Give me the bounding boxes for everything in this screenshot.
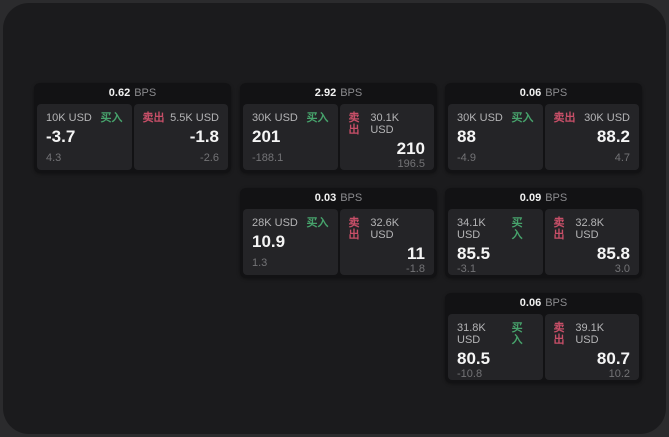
sell-label: 卖出 — [348, 112, 360, 136]
buy-price: -3.7 — [46, 127, 76, 146]
buy-panel[interactable]: 28K USD 买入 10.9 1.3 — [243, 209, 338, 275]
buy-label: 买入 — [306, 112, 329, 124]
buy-sub-value: 1.3 — [252, 257, 268, 269]
buy-panel[interactable]: 30K USD 买入 88 -4.9 — [448, 104, 543, 170]
sell-panel[interactable]: 卖出 32.6K USD 11 -1.8 — [339, 209, 434, 275]
bps-value: 0.62 — [108, 87, 131, 99]
buy-label: 买入 — [306, 217, 329, 229]
buy-notional-size: 30K USD — [252, 112, 298, 124]
card-body: 30K USD 买入 201 -188.1 卖出 30.1K USD 210 1… — [240, 104, 437, 170]
buy-sub-value: -3.1 — [457, 263, 476, 275]
buy-sub-value: -188.1 — [252, 152, 284, 164]
card-header: 0.62 BPS — [34, 83, 231, 104]
sell-price: 11 — [407, 244, 425, 263]
bps-unit: BPS — [545, 192, 568, 204]
quote-card: 0.09 BPS 34.1K USD 买入 85.5 -3.1 卖出 32.8K… — [445, 188, 642, 278]
quote-card: 0.06 BPS 31.8K USD 买入 80.5 -10.8 卖出 39.1… — [445, 293, 642, 383]
sell-sub-value: 4.7 — [614, 152, 630, 164]
sell-price: 80.7 — [596, 349, 630, 368]
sell-label: 卖出 — [553, 322, 565, 346]
sell-notional-size: 32.6K USD — [370, 217, 400, 241]
sell-price: 88.2 — [596, 127, 630, 146]
sell-notional-size: 30K USD — [584, 112, 630, 124]
bps-unit: BPS — [340, 87, 363, 99]
quote-card: 0.03 BPS 28K USD 买入 10.9 1.3 卖出 32.6K US… — [240, 188, 437, 278]
card-header: 0.03 BPS — [240, 188, 437, 209]
bps-value: 0.06 — [519, 87, 542, 99]
sell-notional-size: 30.1K USD — [370, 112, 400, 136]
sell-label: 卖出 — [553, 217, 565, 241]
bps-value: 0.09 — [519, 192, 542, 204]
app-panel: 0.62 BPS 10K USD 买入 -3.7 4.3 卖出 5.5K USD… — [3, 3, 666, 434]
buy-sub-value: 4.3 — [46, 152, 62, 164]
sell-notional-size: 5.5K USD — [170, 112, 219, 124]
buy-label: 买入 — [511, 217, 523, 241]
bps-value: 2.92 — [314, 87, 337, 99]
buy-notional-size: 10K USD — [46, 112, 92, 124]
quote-card: 0.62 BPS 10K USD 买入 -3.7 4.3 卖出 5.5K USD… — [34, 83, 231, 173]
sell-notional-size: 39.1K USD — [575, 322, 605, 346]
buy-panel[interactable]: 30K USD 买入 201 -188.1 — [243, 104, 338, 170]
card-header: 2.92 BPS — [240, 83, 437, 104]
sell-sub-value: 10.2 — [608, 368, 630, 380]
sell-panel[interactable]: 卖出 39.1K USD 80.7 10.2 — [544, 314, 639, 380]
sell-price: -1.8 — [189, 127, 219, 146]
sell-sub-value: 196.5 — [397, 158, 425, 170]
sell-sub-value: 3.0 — [614, 263, 630, 275]
sell-panel[interactable]: 卖出 30.1K USD 210 196.5 — [339, 104, 434, 170]
card-body: 34.1K USD 买入 85.5 -3.1 卖出 32.8K USD 85.8… — [445, 209, 642, 275]
card-body: 10K USD 买入 -3.7 4.3 卖出 5.5K USD -1.8 -2.… — [34, 104, 231, 170]
buy-price: 85.5 — [457, 244, 491, 263]
quote-card: 0.06 BPS 30K USD 买入 88 -4.9 卖出 30K USD 8… — [445, 83, 642, 173]
sell-sub-value: -1.8 — [406, 263, 425, 275]
card-body: 28K USD 买入 10.9 1.3 卖出 32.6K USD 11 -1.8 — [240, 209, 437, 275]
buy-price: 201 — [252, 127, 281, 146]
buy-price: 10.9 — [252, 232, 286, 251]
quote-card: 2.92 BPS 30K USD 买入 201 -188.1 卖出 30.1K … — [240, 83, 437, 173]
buy-label: 买入 — [100, 112, 123, 124]
bps-unit: BPS — [340, 192, 363, 204]
sell-panel[interactable]: 卖出 5.5K USD -1.8 -2.6 — [133, 104, 228, 170]
sell-price: 85.8 — [596, 244, 630, 263]
buy-notional-size: 31.8K USD — [457, 322, 486, 346]
sell-label: 卖出 — [142, 112, 165, 124]
card-body: 31.8K USD 买入 80.5 -10.8 卖出 39.1K USD 80.… — [445, 314, 642, 380]
bps-value: 0.06 — [519, 297, 542, 309]
buy-sub-value: -10.8 — [457, 368, 483, 380]
bps-unit: BPS — [134, 87, 157, 99]
buy-sub-value: -4.9 — [457, 152, 476, 164]
sell-sub-value: -2.6 — [200, 152, 219, 164]
buy-price: 80.5 — [457, 349, 491, 368]
card-header: 0.06 BPS — [445, 293, 642, 314]
buy-panel[interactable]: 10K USD 买入 -3.7 4.3 — [37, 104, 132, 170]
bps-unit: BPS — [545, 87, 568, 99]
bps-unit: BPS — [545, 297, 568, 309]
card-header: 0.06 BPS — [445, 83, 642, 104]
buy-notional-size: 28K USD — [252, 217, 298, 229]
sell-panel[interactable]: 卖出 30K USD 88.2 4.7 — [544, 104, 639, 170]
sell-label: 卖出 — [553, 112, 576, 124]
sell-price: 210 — [396, 139, 425, 158]
buy-panel[interactable]: 34.1K USD 买入 85.5 -3.1 — [448, 209, 543, 275]
sell-panel[interactable]: 卖出 32.8K USD 85.8 3.0 — [544, 209, 639, 275]
bps-value: 0.03 — [314, 192, 337, 204]
buy-panel[interactable]: 31.8K USD 买入 80.5 -10.8 — [448, 314, 543, 380]
sell-notional-size: 32.8K USD — [575, 217, 605, 241]
buy-label: 买入 — [511, 322, 523, 346]
buy-price: 88 — [457, 127, 476, 146]
buy-notional-size: 30K USD — [457, 112, 503, 124]
card-header: 0.09 BPS — [445, 188, 642, 209]
sell-label: 卖出 — [348, 217, 360, 241]
buy-notional-size: 34.1K USD — [457, 217, 486, 241]
buy-label: 买入 — [511, 112, 534, 124]
card-body: 30K USD 买入 88 -4.9 卖出 30K USD 88.2 4.7 — [445, 104, 642, 170]
